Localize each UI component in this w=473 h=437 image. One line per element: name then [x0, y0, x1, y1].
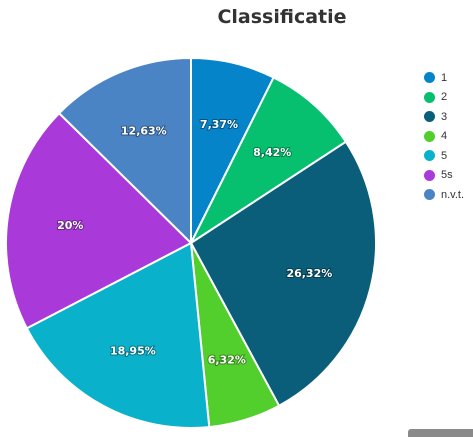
slice-data-label: 8,42%: [253, 146, 291, 159]
pie-slice-5[interactable]: [25, 241, 211, 429]
pie-slice-2[interactable]: [188, 76, 348, 246]
legend-swatch-icon: [424, 169, 435, 181]
legend-label: 5: [441, 149, 448, 162]
legend-swatch-icon: [424, 150, 435, 162]
legend-swatch-icon: [424, 189, 435, 201]
legend-swatch-icon: [424, 111, 435, 123]
slice-data-label: 20%: [57, 219, 83, 232]
legend-swatch-icon: [424, 130, 435, 142]
legend-label: 1: [441, 71, 448, 84]
slice-data-label: 26,32%: [286, 267, 332, 280]
slice-data-label: 6,32%: [208, 354, 246, 367]
slice-data-label: 7,37%: [200, 118, 238, 131]
legend-item[interactable]: 3: [424, 107, 464, 127]
pie-slice-5s[interactable]: [5, 111, 193, 330]
legend-label: 3: [441, 110, 448, 123]
legend: 1 2 3 4 5 5s n.v.t.: [424, 68, 464, 205]
legend-swatch-icon: [424, 91, 435, 103]
chart-title: Classificatie: [217, 6, 347, 28]
pie-slice-nvt[interactable]: [57, 56, 192, 246]
legend-item[interactable]: n.v.t.: [424, 185, 464, 205]
scrollbar-thumb[interactable]: [408, 429, 473, 437]
legend-item[interactable]: 5: [424, 146, 464, 166]
pie-slice-3[interactable]: [189, 140, 377, 408]
slice-data-label: 12,63%: [121, 124, 167, 137]
legend-item[interactable]: 2: [424, 88, 464, 108]
legend-label: 2: [441, 91, 448, 104]
legend-item[interactable]: 4: [424, 127, 464, 147]
legend-label: 4: [441, 130, 448, 143]
legend-item[interactable]: 1: [424, 68, 464, 88]
slice-data-label: 18,95%: [110, 344, 156, 357]
legend-swatch-icon: [424, 72, 435, 84]
legend-item[interactable]: 5s: [424, 166, 464, 186]
legend-label: 5s: [441, 169, 453, 182]
legend-label: n.v.t.: [441, 188, 465, 201]
